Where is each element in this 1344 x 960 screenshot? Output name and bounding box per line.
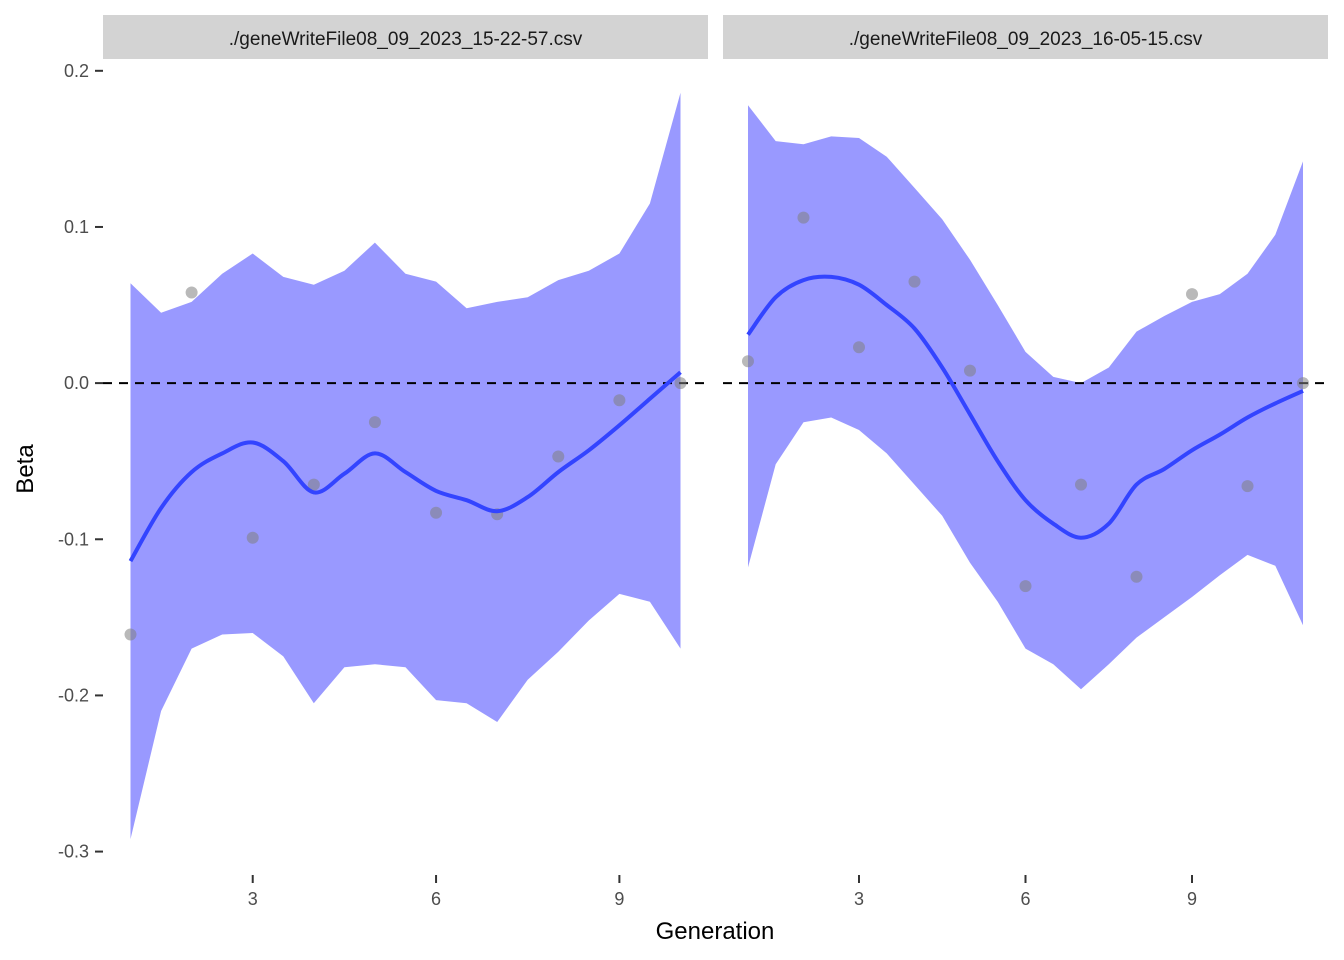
x-tick-label: 6: [431, 889, 441, 909]
confidence-band: [130, 92, 681, 840]
x-tick-label: 9: [614, 889, 624, 909]
data-point: [246, 531, 259, 544]
data-point: [552, 450, 565, 463]
y-axis: 0.2 0.1 0.0 -0.1 -0.2 -0.3: [58, 61, 103, 862]
smooth-line: [746, 274, 1304, 540]
data-point: [1075, 478, 1088, 491]
confidence-band: [748, 105, 1303, 690]
data-point: [124, 628, 137, 641]
x-ticks: 3 6 9 3 6 9: [248, 875, 1197, 909]
panel-strip: [723, 15, 1328, 59]
data-point: [1019, 580, 1032, 593]
data-point: [430, 506, 443, 519]
x-axis-title: Generation: [656, 918, 775, 945]
panel-1: ./geneWriteFile08_09_2023_15-22-57.csv: [103, 15, 708, 840]
y-tick-label: 0.1: [64, 217, 89, 237]
x-tick-label: 9: [1187, 889, 1197, 909]
data-point: [185, 286, 198, 299]
data-point: [1186, 288, 1199, 301]
y-tick-label: 0.0: [64, 373, 89, 393]
data-point: [741, 355, 754, 368]
x-tick-label: 3: [248, 889, 258, 909]
y-ticks: 0.2 0.1 0.0 -0.1 -0.2 -0.3: [58, 61, 103, 862]
y-axis-title: Beta: [12, 444, 39, 494]
smooth-line: [128, 370, 682, 563]
data-point: [963, 364, 976, 377]
panel-title: ./geneWriteFile08_09_2023_16-05-15.csv: [849, 29, 1203, 50]
y-tick-label: 0.2: [64, 61, 89, 81]
data-point: [797, 211, 810, 224]
data-point: [1241, 480, 1254, 493]
panel-2: ./geneWriteFile08_09_2023_16-05-15.csv: [723, 15, 1328, 690]
data-point: [674, 377, 687, 390]
panels: ./geneWriteFile08_09_2023_15-22-57.csv ./…: [103, 15, 1328, 840]
x-tick-label: 6: [1020, 889, 1030, 909]
data-point: [307, 478, 320, 491]
x-tick-label: 3: [854, 889, 864, 909]
y-tick-label: -0.2: [58, 685, 89, 705]
data-point: [852, 341, 865, 354]
panel-strip: [103, 15, 708, 59]
data-point: [1130, 570, 1143, 583]
x-axis: 3 6 9 3 6 9: [248, 875, 1197, 909]
data-point: [1297, 377, 1310, 390]
panel-title: ./geneWriteFile08_09_2023_15-22-57.csv: [229, 29, 583, 50]
y-tick-label: -0.3: [58, 842, 89, 862]
data-point: [613, 394, 626, 407]
y-tick-label: -0.1: [58, 529, 89, 549]
data-point: [368, 416, 381, 429]
data-point: [908, 275, 921, 288]
